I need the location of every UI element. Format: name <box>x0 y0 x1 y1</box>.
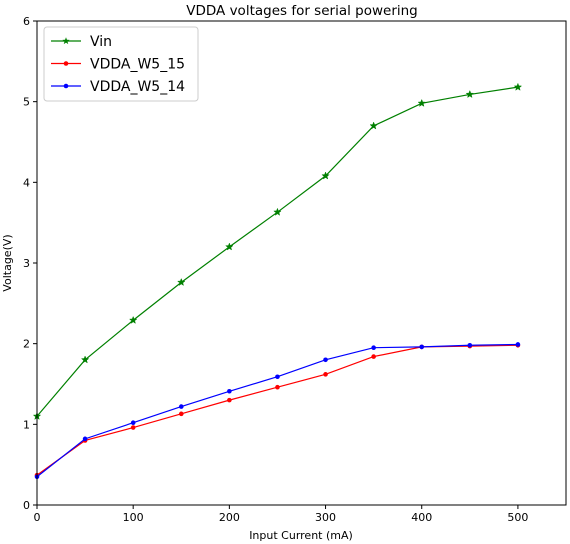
legend-marker-vin <box>62 37 70 45</box>
data-point-vin <box>273 207 282 216</box>
y-tick-label: 1 <box>23 418 30 431</box>
x-tick-label: 200 <box>219 511 240 524</box>
data-point-vdda-w5-14 <box>82 436 88 442</box>
y-tick-label: 6 <box>23 15 30 28</box>
data-point-vdda-w5-14 <box>178 404 184 409</box>
data-point-vdda-w5-15 <box>323 372 328 377</box>
data-point-vin <box>225 242 234 251</box>
legend-label-vin: Vin <box>90 34 112 50</box>
legend-marker-vdda-w5-15 <box>63 61 69 66</box>
y-tick-label: 5 <box>23 96 30 109</box>
y-tick-label: 3 <box>23 257 30 270</box>
legend-box <box>43 26 199 102</box>
y-axis-label: Voltage(V) <box>1 234 14 291</box>
legend-label-vdda-w5-14: VDDA_W5_14 <box>90 79 185 95</box>
series-line-vdda-w5-15 <box>36 344 518 476</box>
data-point-vdda-w5-14 <box>467 342 473 348</box>
data-point-vdda-w5-15 <box>227 397 232 403</box>
legend: Vin VDDA_W5_15 VDDA_W5_14 <box>43 26 199 102</box>
x-tick-label: 500 <box>507 511 528 524</box>
x-tick-label: 300 <box>315 511 336 524</box>
data-point-vdda-w5-15 <box>275 384 280 390</box>
legend-label-vdda-w5-15: VDDA_W5_15 <box>90 57 185 73</box>
data-point-vdda-w5-14 <box>515 342 521 347</box>
x-tick-label: 400 <box>411 511 432 524</box>
series-line-vin <box>36 86 518 417</box>
x-axis-label: Input Current (mA) <box>249 529 353 542</box>
data-point-vin <box>369 121 378 130</box>
data-point-vin <box>176 277 186 287</box>
data-point-vdda-w5-14 <box>419 344 425 350</box>
y-tick-label: 4 <box>23 176 30 189</box>
data-point-vin <box>513 82 523 91</box>
data-point-vdda-w5-15 <box>371 354 376 359</box>
data-point-vdda-w5-14 <box>371 345 376 351</box>
x-tick-label: 100 <box>123 511 144 524</box>
data-point-vin <box>80 355 90 364</box>
data-point-vin <box>465 89 475 99</box>
y-tick-label: 0 <box>23 499 30 512</box>
y-tick-label: 2 <box>23 338 30 351</box>
x-tick-label: 0 <box>34 511 41 524</box>
data-point-vdda-w5-15 <box>130 425 136 430</box>
series-line-vdda-w5-14 <box>36 343 518 478</box>
data-point-vdda-w5-15 <box>178 411 184 417</box>
data-point-vdda-w5-14 <box>323 357 328 363</box>
data-point-vin <box>321 171 330 180</box>
data-point-vdda-w5-14 <box>227 388 232 394</box>
legend-marker-vdda-w5-14 <box>63 83 69 89</box>
plot-frame <box>36 20 567 506</box>
chart-title: VDDA voltages for serial powering <box>186 3 418 19</box>
data-point-vdda-w5-14 <box>130 420 136 426</box>
data-point-vin <box>128 315 138 324</box>
data-point-vdda-w5-14 <box>275 374 280 380</box>
data-point-vin <box>417 98 427 107</box>
